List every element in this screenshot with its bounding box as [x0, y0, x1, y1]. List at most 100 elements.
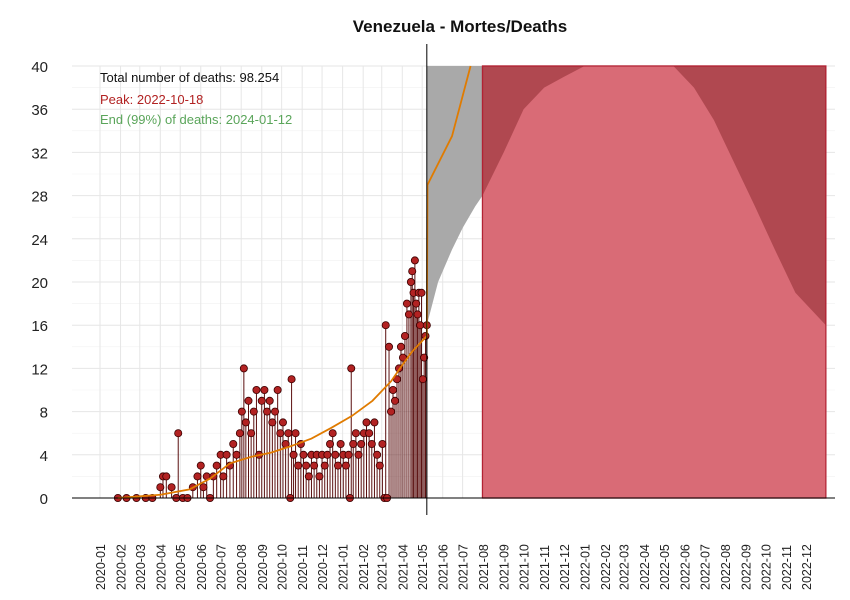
- forecast-bands: [426, 65, 827, 499]
- data-point: [271, 407, 280, 416]
- x-tick-label: 2021-07: [457, 544, 471, 590]
- red-band-light: [482, 66, 826, 498]
- x-tick-label: 2022-01: [579, 544, 593, 590]
- data-point: [326, 439, 335, 448]
- x-tick-label: 2020-09: [256, 544, 270, 590]
- data-point: [410, 256, 419, 265]
- data-point: [315, 472, 324, 481]
- data-point: [289, 450, 298, 459]
- data-point: [260, 385, 269, 394]
- data-point: [402, 299, 411, 308]
- x-tick-label: 2022-12: [800, 544, 814, 590]
- data-point: [396, 342, 405, 351]
- data-point: [199, 483, 208, 492]
- data-point: [263, 407, 272, 416]
- data-point: [299, 450, 308, 459]
- data-point: [370, 418, 379, 427]
- data-point: [417, 288, 426, 297]
- data-point: [320, 461, 329, 470]
- data-point: [265, 396, 274, 405]
- data-point: [284, 429, 293, 438]
- data-point: [385, 342, 394, 351]
- x-tick-label: 2020-08: [235, 544, 249, 590]
- x-tick-label: 2020-11: [296, 545, 310, 590]
- y-tick-label: 16: [31, 318, 48, 335]
- data-point: [273, 385, 282, 394]
- x-tick-label: 2020-06: [195, 544, 209, 590]
- observed-stems: [159, 260, 428, 498]
- data-point: [336, 439, 345, 448]
- x-tick-label: 2021-09: [498, 544, 512, 590]
- data-point: [347, 364, 356, 373]
- x-tick-label: 2022-11: [780, 545, 794, 590]
- x-tick-label: 2022-05: [658, 544, 672, 590]
- data-point: [247, 429, 256, 438]
- x-tick-label: 2020-10: [276, 544, 290, 590]
- data-point: [381, 321, 390, 330]
- data-point: [362, 418, 371, 427]
- data-point: [287, 375, 296, 384]
- data-point: [257, 396, 266, 405]
- annotations: Total number of deaths: 98.254 Peak: 202…: [100, 70, 292, 127]
- total-deaths-annotation: Total number of deaths: 98.254: [100, 70, 279, 85]
- chart-title: Venezuela - Mortes/Deaths: [353, 17, 567, 36]
- x-tick-label: 2021-11: [538, 545, 552, 590]
- data-point: [239, 364, 248, 373]
- x-tick-label: 2020-01: [94, 544, 108, 590]
- data-point: [241, 418, 250, 427]
- data-point: [357, 439, 366, 448]
- y-tick-label: 4: [40, 448, 48, 465]
- data-point: [378, 439, 387, 448]
- data-point: [276, 429, 285, 438]
- x-tick-label: 2020-03: [134, 544, 148, 590]
- data-point: [193, 472, 202, 481]
- data-point: [420, 353, 429, 362]
- y-tick-label: 20: [31, 275, 48, 292]
- data-point: [304, 472, 313, 481]
- x-tick-label: 2020-12: [316, 544, 330, 590]
- x-tick-label: 2020-02: [115, 544, 129, 590]
- x-tick-label: 2022-04: [638, 544, 652, 590]
- data-point: [387, 407, 396, 416]
- data-point: [349, 439, 358, 448]
- y-tick-label: 40: [31, 59, 48, 76]
- data-point: [400, 331, 409, 340]
- x-tick-label: 2020-05: [174, 544, 188, 590]
- data-point: [333, 461, 342, 470]
- x-tick-label: 2022-09: [740, 544, 754, 590]
- data-point: [235, 429, 244, 438]
- data-point: [389, 385, 398, 394]
- x-tick-label: 2021-04: [396, 544, 410, 590]
- data-point: [196, 461, 205, 470]
- data-point: [219, 472, 228, 481]
- data-point: [268, 418, 277, 427]
- x-tick-label: 2021-08: [477, 544, 491, 590]
- x-tick-labels: 2020-01 2020-02 2020-03 2020-04 2020-05 2020-…: [94, 544, 814, 590]
- axes: [72, 44, 835, 515]
- data-point: [398, 353, 407, 362]
- data-point: [278, 418, 287, 427]
- data-point: [232, 450, 241, 459]
- data-point: [416, 321, 425, 330]
- y-tick-label: 28: [31, 189, 48, 206]
- data-point: [418, 375, 427, 384]
- y-tick-label: 36: [31, 102, 48, 119]
- y-tick-label: 8: [40, 405, 48, 422]
- y-tick-labels: 0 4 8 12 16 20 24 28 32 36 40: [31, 59, 48, 508]
- data-point: [167, 483, 176, 492]
- data-point: [331, 450, 340, 459]
- y-tick-label: 24: [31, 232, 48, 249]
- y-tick-label: 32: [31, 145, 48, 162]
- data-point: [412, 299, 421, 308]
- data-point: [375, 461, 384, 470]
- data-point: [156, 483, 165, 492]
- data-point: [373, 450, 382, 459]
- data-point: [244, 396, 253, 405]
- data-point: [413, 310, 422, 319]
- data-point: [328, 429, 337, 438]
- data-point: [212, 461, 221, 470]
- data-point: [390, 396, 399, 405]
- data-point: [294, 461, 303, 470]
- data-point: [174, 429, 183, 438]
